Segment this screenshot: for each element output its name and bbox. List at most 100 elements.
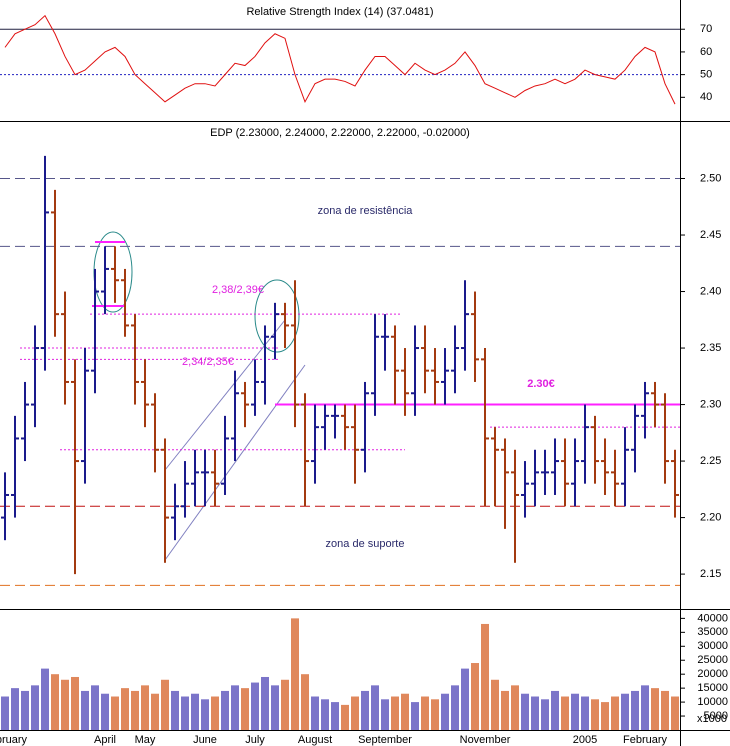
volume-bar <box>121 688 129 730</box>
volume-bar <box>161 679 169 730</box>
volume-bar <box>181 696 189 730</box>
y-tick-label: 40000 <box>697 612 728 624</box>
volume-bar <box>501 690 509 730</box>
annotation: 2.30€ <box>527 378 555 390</box>
volume-bar <box>611 696 619 730</box>
volume-bar <box>441 693 449 730</box>
volume-bar <box>21 690 29 730</box>
annotation: 2,38/2,39€ <box>212 284 264 296</box>
volume-bar <box>481 623 489 730</box>
volume-bar <box>281 679 289 730</box>
volume-bar <box>111 696 119 730</box>
annotation: zona de resistência <box>318 205 414 217</box>
volume-bar <box>331 702 339 730</box>
volume-bar <box>301 674 309 730</box>
volume-bar <box>381 699 389 730</box>
volume-bar <box>241 688 249 730</box>
volume-bar <box>1 696 9 730</box>
y-tick-label: 2.15 <box>700 568 721 580</box>
volume-bar <box>511 685 519 730</box>
volume-bar <box>261 676 269 730</box>
y-tick-label: 2.20 <box>700 511 721 523</box>
volume-bar <box>201 699 209 730</box>
y-tick-label: 2.40 <box>700 285 721 297</box>
y-tick-label: 2.30 <box>700 398 721 410</box>
x-tick-label: August <box>298 734 332 746</box>
annotation: zona de suporte <box>326 538 405 550</box>
volume-bar <box>81 690 89 730</box>
highlight-ellipse <box>254 279 300 353</box>
volume-bar <box>191 693 199 730</box>
volume-bar <box>391 696 399 730</box>
volume-bar <box>341 704 349 730</box>
y-tick-label: 20000 <box>697 668 728 680</box>
y-tick-label: 5000 <box>704 710 728 722</box>
volume-bar <box>91 685 99 730</box>
x-tick-label: May <box>135 734 156 746</box>
volume-bar <box>171 690 179 730</box>
x-tick-label: February <box>623 734 668 746</box>
x-tick-label: July <box>245 734 265 746</box>
volume-bar <box>31 685 39 730</box>
volume-bar <box>51 674 59 730</box>
volume-bar <box>601 702 609 730</box>
x-tick-label: 2005 <box>573 734 597 746</box>
drawings <box>92 231 306 561</box>
volume-bar <box>471 663 479 730</box>
y-unit-label: x1000 <box>697 713 727 725</box>
volume-bar <box>361 690 369 730</box>
x-tick-label: June <box>193 734 217 746</box>
volume-bar <box>371 685 379 730</box>
x-tick-label: February <box>0 734 28 746</box>
y-tick-label: 2.25 <box>700 455 721 467</box>
y-tick-label: 2.45 <box>700 229 721 241</box>
volume-bar <box>651 688 659 730</box>
volume-bar <box>41 668 49 730</box>
volume-bar <box>251 682 259 730</box>
volume-bar <box>551 690 559 730</box>
volume-bar <box>221 690 229 730</box>
volume-bar <box>491 679 499 730</box>
volume-bar <box>621 693 629 730</box>
volume-bar <box>411 702 419 730</box>
volume-bar <box>541 699 549 730</box>
volume-bar <box>351 696 359 730</box>
volume-bar <box>631 690 639 730</box>
rsi-line <box>4 14 676 105</box>
y-tick-label: 40 <box>700 91 712 103</box>
volume-bar <box>671 696 679 730</box>
volume-bar <box>451 685 459 730</box>
volume-bar <box>591 699 599 730</box>
rsi-title: Relative Strength Index (14) (37.0481) <box>246 6 433 18</box>
volume-bar <box>321 699 329 730</box>
volume-bar <box>561 696 569 730</box>
y-tick-label: 60 <box>700 46 712 58</box>
volume-bar <box>581 696 589 730</box>
volume-bar <box>531 696 539 730</box>
y-tick-label: 30000 <box>697 640 728 652</box>
channel-line <box>164 364 306 561</box>
volume-bar <box>151 693 159 730</box>
volume-bar <box>141 685 149 730</box>
y-tick-label: 2.35 <box>700 342 721 354</box>
volume-bar <box>421 696 429 730</box>
volume-bar <box>461 668 469 730</box>
volume-bar <box>61 679 69 730</box>
y-tick-label: 50 <box>700 69 712 81</box>
volume-bar <box>641 685 649 730</box>
y-tick-label: 35000 <box>697 626 728 638</box>
volume-bar <box>311 696 319 730</box>
volume-bar <box>211 696 219 730</box>
y-tick-label: 70 <box>700 23 712 35</box>
y-tick-label: 25000 <box>697 654 728 666</box>
x-tick-label: September <box>358 734 412 746</box>
x-tick-label: April <box>94 734 116 746</box>
y-tick-label: 2.50 <box>700 172 721 184</box>
price-title: EDP (2.23000, 2.24000, 2.22000, 2.22000,… <box>210 127 470 139</box>
y-tick-label: 10000 <box>697 696 728 708</box>
volume-bar <box>521 693 529 730</box>
volume-bar <box>271 685 279 730</box>
